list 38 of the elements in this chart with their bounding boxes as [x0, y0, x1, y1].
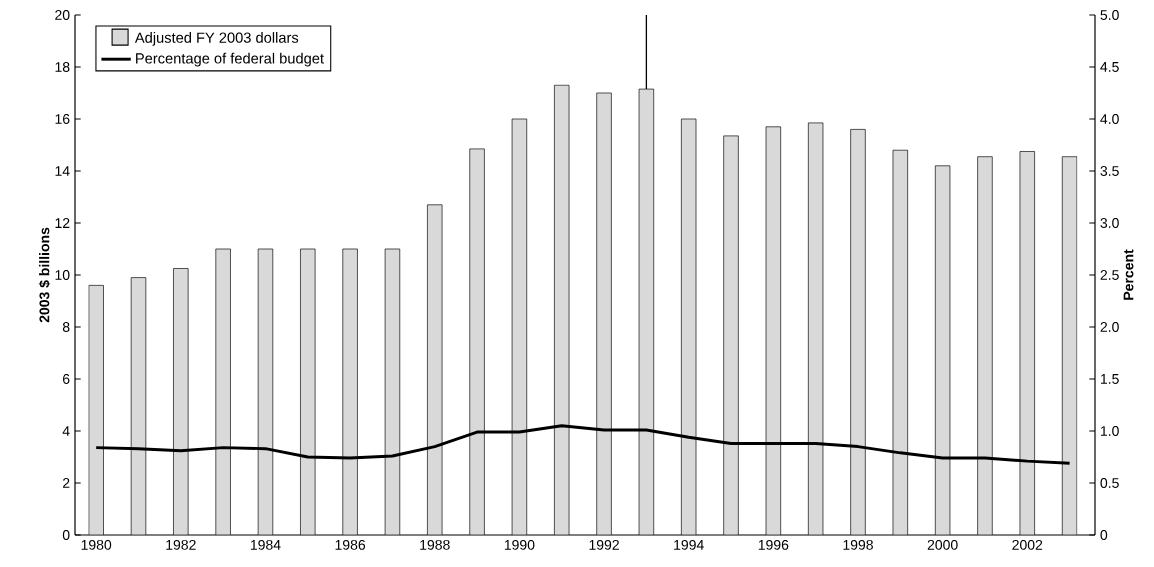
x-tick-label: 1994 [674, 539, 704, 550]
y-tick-label: 18 [55, 62, 70, 72]
x-tick-label: 2000 [927, 539, 958, 550]
y2-tick-label: 2.0 [1100, 322, 1119, 332]
y2-tick-label: 4.5 [1100, 62, 1119, 72]
y2-tick-label: 1.5 [1101, 374, 1119, 384]
y-tick-label: 2 [63, 478, 70, 488]
y-tick-label: 16 [55, 114, 70, 124]
y2-tick-label: 2.5 [1100, 270, 1119, 280]
x-tick-label: 1984 [250, 539, 281, 550]
y-tick-label: 20 [55, 10, 70, 20]
y-tick-label: 14 [55, 166, 70, 176]
x-tick-label: 1998 [843, 539, 873, 550]
y2-tick-label: 5.0 [1100, 10, 1119, 20]
y2-axis-title: Percent [1123, 249, 1134, 300]
y-tick-label: 6 [63, 374, 70, 384]
x-tick-label: 1992 [589, 539, 619, 550]
y2-tick-label: 3.0 [1100, 218, 1119, 228]
y2-tick-label: 3.5 [1100, 166, 1119, 176]
y-tick-label: 0 [62, 530, 70, 540]
y-tick-label: 4 [62, 426, 70, 436]
y-tick-label: 12 [55, 218, 70, 228]
y-tick-label: 10 [55, 270, 70, 280]
y-axis-title: 2003 $ billions [38, 227, 51, 323]
x-tick-label: 1980 [81, 539, 112, 550]
y2-tick-label: 1.0 [1101, 426, 1119, 436]
y-tick-label: 8 [62, 322, 70, 332]
x-tick-label: 1996 [758, 539, 789, 550]
y2-tick-label: 0 [1100, 530, 1108, 540]
legend-label: Percentage of federal budget [136, 52, 324, 67]
x-tick-label: 2002 [1012, 539, 1043, 550]
y2-tick-label: 4.0 [1100, 114, 1119, 124]
x-tick-label: 1986 [335, 539, 366, 550]
x-tick-label: 1982 [166, 539, 196, 550]
x-tick-label: 1988 [420, 539, 450, 550]
x-tick-label: 1990 [504, 539, 535, 550]
y2-tick-label: 0.5 [1100, 478, 1119, 488]
legend-label: Adjusted FY 2003 dollars [134, 32, 299, 46]
